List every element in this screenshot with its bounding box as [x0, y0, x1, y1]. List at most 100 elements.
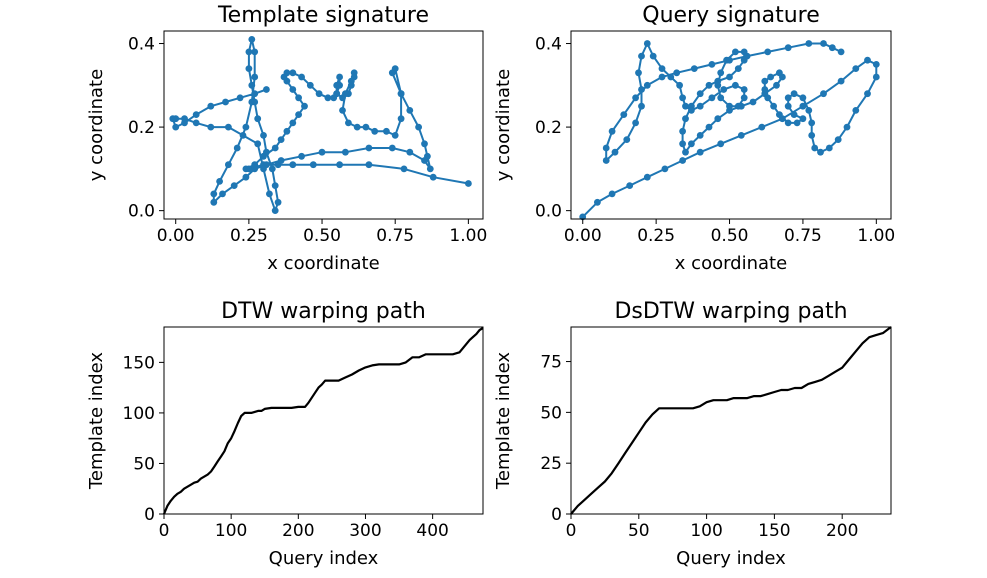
signature-point: [828, 44, 836, 52]
y-tick-label: 0.2: [128, 118, 155, 138]
signature-point: [705, 123, 713, 131]
signature-point: [808, 119, 816, 127]
signature-point: [740, 94, 748, 102]
signature-point: [298, 73, 305, 81]
signature-point: [676, 81, 683, 89]
signature-point: [734, 65, 742, 72]
signature-point: [222, 98, 229, 106]
signature-point: [333, 90, 341, 98]
signature-point: [362, 123, 370, 131]
signature-point: [658, 73, 666, 81]
signature-point: [843, 123, 851, 131]
signature-point: [383, 127, 390, 135]
signature-point: [242, 165, 250, 173]
signature-point: [192, 119, 200, 127]
signature-point: [726, 73, 733, 81]
signature-point: [242, 123, 250, 131]
signature-point: [799, 94, 807, 102]
signature-point: [611, 148, 619, 156]
signature-point: [248, 81, 256, 89]
signature-point: [245, 65, 253, 72]
x-tick-label: 100: [690, 521, 722, 541]
signature-point: [594, 198, 601, 206]
signature-point: [333, 81, 341, 89]
x-tick-label: 0.00: [564, 226, 602, 246]
panel-dsdtw-warping-path: DsDTW warping path 0 50 100 150 200 0 25 50 75 Que…: [493, 299, 892, 569]
signature-point: [688, 140, 695, 148]
signature-point: [260, 132, 267, 139]
signature-point: [271, 182, 279, 190]
signature-point: [245, 48, 253, 56]
signature-point: [773, 81, 780, 89]
signature-point: [776, 111, 783, 118]
signature-point: [365, 144, 373, 152]
signature-point: [717, 69, 725, 77]
signature-point: [661, 165, 669, 173]
signature-point: [679, 140, 686, 148]
signature-point: [732, 48, 739, 56]
signature-point: [608, 127, 616, 135]
signature-point: [388, 69, 396, 77]
y-tick-label: 100: [123, 404, 155, 424]
signature-point: [251, 98, 259, 106]
signature-point: [236, 94, 244, 102]
signature-point: [415, 123, 422, 131]
signature-point: [696, 132, 704, 139]
signature-point: [808, 132, 816, 139]
x-tick-label: 50: [628, 521, 650, 541]
y-tick-label: 50: [540, 403, 562, 423]
signature-point: [758, 123, 766, 131]
x-axis-label: Query index: [676, 548, 786, 569]
x-tick-label: 150: [758, 521, 790, 541]
signature-point: [799, 115, 807, 123]
x-axis-label: Query index: [269, 548, 379, 569]
signature-point: [811, 144, 819, 152]
signature-point: [233, 144, 241, 152]
signature-point: [872, 61, 880, 68]
signature-point: [283, 127, 291, 135]
y-tick-label: 0: [551, 505, 562, 525]
x-tick-label: 100: [215, 521, 247, 541]
panel-title: Template signature: [217, 3, 429, 28]
signature-point: [743, 52, 751, 60]
signature-point: [817, 148, 824, 156]
signature-point: [714, 81, 722, 89]
x-tick-label: 300: [349, 521, 381, 541]
signature-point: [318, 148, 326, 156]
signature-point: [277, 136, 285, 144]
signature-point: [673, 69, 681, 77]
signature-point: [400, 165, 408, 173]
y-tick-label: 0.0: [535, 202, 562, 222]
signature-point: [638, 52, 645, 60]
warping-path-line: [570, 326, 892, 515]
signature-point: [852, 65, 860, 72]
signature-point: [799, 102, 807, 110]
signature-point: [632, 119, 639, 127]
signature-point: [834, 136, 842, 144]
signature-point: [720, 86, 728, 93]
signature-point: [216, 178, 224, 185]
y-tick-label: 0.2: [535, 118, 562, 138]
panel-template-signature: Template signature 0.00 0.25 0.50 0.75 1.00 0.…: [86, 3, 487, 274]
signature-point: [734, 102, 742, 110]
signature-point: [602, 144, 610, 152]
signature-point: [274, 198, 282, 206]
signature-point: [679, 127, 686, 135]
signature-point: [342, 90, 349, 98]
signature-point: [260, 165, 267, 173]
axes-frame: [163, 326, 484, 515]
x-axis-label: x coordinate: [675, 253, 787, 274]
signature-point: [864, 56, 871, 64]
signature-point: [696, 90, 704, 98]
y-axis-label: y coordinate: [86, 69, 107, 181]
panel-title: Query signature: [642, 3, 819, 28]
signature-point: [429, 173, 437, 181]
signature-point: [315, 90, 323, 98]
signature-point: [635, 69, 642, 77]
signature-point: [696, 102, 704, 110]
signature-point: [682, 115, 689, 123]
signature-point: [708, 94, 716, 102]
y-axis-label: Template index: [493, 352, 514, 490]
y-tick-label: 0.4: [535, 35, 562, 55]
signature-point: [295, 111, 302, 118]
